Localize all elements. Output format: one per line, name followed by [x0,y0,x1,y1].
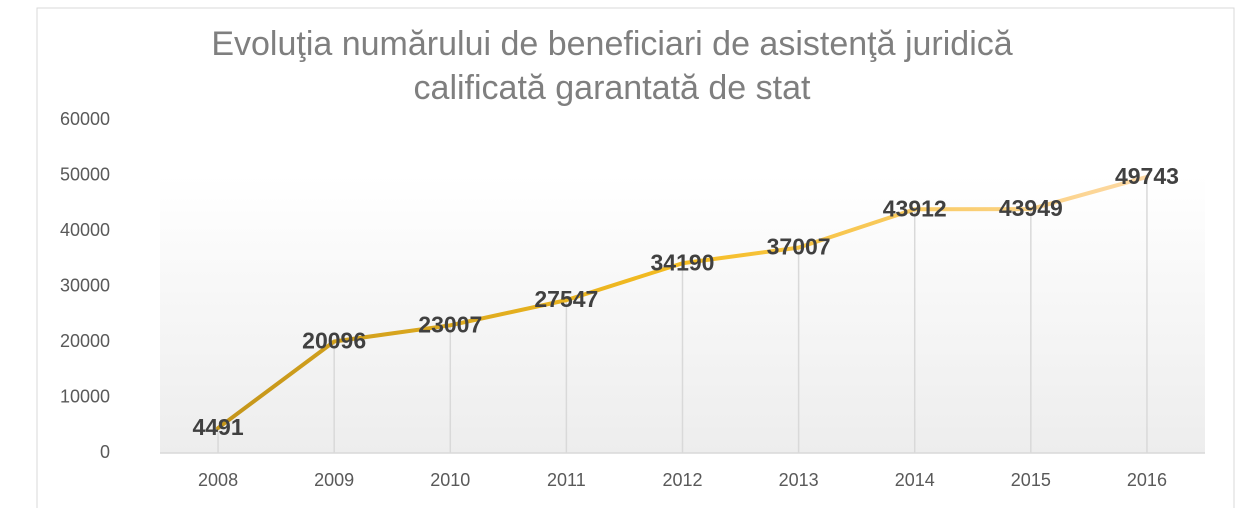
y-tick-label: 50000 [60,164,110,184]
x-tick-label: 2015 [1011,470,1051,490]
chart-title: Evoluţia numărului de beneficiari de asi… [211,25,1012,63]
x-tick-label: 2011 [547,470,586,490]
x-tick-label: 2010 [430,470,470,490]
line-series [216,174,1149,431]
y-tick-label: 20000 [60,331,110,351]
x-tick-label: 2008 [198,470,238,490]
x-tick-label: 2013 [779,470,819,490]
x-tick-label: 2014 [895,470,935,490]
data-label: 34190 [651,249,715,275]
y-tick-label: 30000 [60,275,110,295]
x-tick-label: 2016 [1127,470,1167,490]
chart-title: calificată garantată de stat [414,69,811,107]
data-label: 43912 [883,195,947,221]
data-label: 4491 [192,414,243,440]
data-label: 27547 [534,286,598,312]
x-tick-label: 2009 [314,470,354,490]
data-label: 20096 [302,328,366,354]
data-label: 37007 [767,234,831,260]
y-tick-label: 10000 [60,386,110,406]
data-label: 43949 [999,195,1063,221]
y-tick-label: 40000 [60,220,110,240]
x-tick-label: 2012 [662,470,702,490]
data-label: 23007 [418,311,482,337]
data-label: 49743 [1115,163,1179,189]
y-tick-label: 60000 [60,109,110,129]
y-tick-label: 0 [100,442,110,462]
